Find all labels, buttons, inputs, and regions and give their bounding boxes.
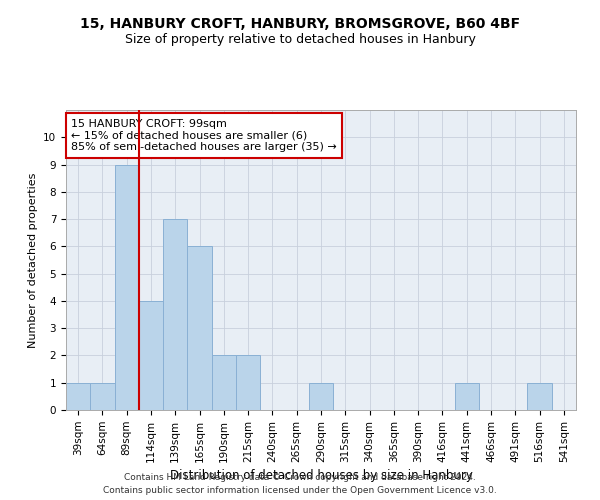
Bar <box>236 356 260 410</box>
Bar <box>455 382 479 410</box>
Y-axis label: Number of detached properties: Number of detached properties <box>28 172 38 348</box>
Bar <box>212 356 236 410</box>
Bar <box>309 382 333 410</box>
Text: Size of property relative to detached houses in Hanbury: Size of property relative to detached ho… <box>125 32 475 46</box>
Text: 15, HANBURY CROFT, HANBURY, BROMSGROVE, B60 4BF: 15, HANBURY CROFT, HANBURY, BROMSGROVE, … <box>80 18 520 32</box>
Bar <box>115 164 139 410</box>
Text: 15 HANBURY CROFT: 99sqm
← 15% of detached houses are smaller (6)
85% of semi-det: 15 HANBURY CROFT: 99sqm ← 15% of detache… <box>71 119 337 152</box>
Bar <box>187 246 212 410</box>
Bar <box>66 382 90 410</box>
Bar <box>527 382 552 410</box>
X-axis label: Distribution of detached houses by size in Hanbury: Distribution of detached houses by size … <box>170 469 472 482</box>
Bar <box>90 382 115 410</box>
Bar <box>139 301 163 410</box>
Bar <box>163 219 187 410</box>
Text: Contains HM Land Registry data © Crown copyright and database right 2024.: Contains HM Land Registry data © Crown c… <box>124 472 476 482</box>
Text: Contains public sector information licensed under the Open Government Licence v3: Contains public sector information licen… <box>103 486 497 495</box>
